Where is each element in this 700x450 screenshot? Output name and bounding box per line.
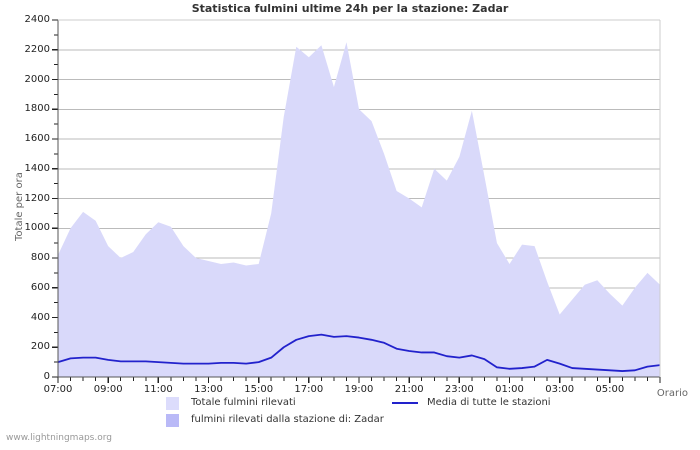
series-line-media-stazioni bbox=[57, 333, 661, 372]
y-tick-label: 1200 bbox=[24, 192, 50, 204]
y-tick-label: 1800 bbox=[24, 103, 50, 115]
y-tick-label: 600 bbox=[30, 281, 50, 293]
x-axis-label: Orario bbox=[656, 388, 688, 399]
series-area-total-fulmini bbox=[58, 42, 660, 378]
legend-label-station: fulmini rilevati dalla stazione di: Zada… bbox=[191, 414, 384, 425]
legend-line-average bbox=[392, 402, 418, 404]
chart-title: Statistica fulmini ultime 24h per la sta… bbox=[191, 2, 509, 15]
y-tick-label: 2400 bbox=[24, 14, 50, 25]
axis-frame bbox=[57, 19, 661, 378]
legend-label-average: Media di tutte le stazioni bbox=[427, 397, 551, 408]
legend-label-total: Totale fulmini rilevati bbox=[191, 397, 296, 408]
x-tick-label: 19:00 bbox=[344, 384, 374, 395]
y-tick-label: 400 bbox=[30, 311, 50, 323]
x-tick-label: 13:00 bbox=[194, 384, 223, 395]
x-tick-label: 09:00 bbox=[93, 384, 123, 395]
x-tick-label: 03:00 bbox=[545, 384, 575, 395]
legend-swatch-station bbox=[166, 414, 179, 427]
y-tick-label: 1000 bbox=[24, 222, 50, 234]
watermark-url: www.lightningmaps.org bbox=[6, 433, 112, 443]
x-tick-label: 15:00 bbox=[244, 384, 274, 395]
y-tick-label: 0 bbox=[43, 371, 50, 382]
y-tick-label: 800 bbox=[30, 252, 50, 263]
y-tick-label: 2200 bbox=[24, 43, 50, 55]
y-tick-label: 2000 bbox=[24, 73, 50, 85]
x-tick-label: 07:00 bbox=[43, 384, 73, 395]
y-tick-label: 1600 bbox=[24, 133, 50, 144]
x-tick-label: 17:00 bbox=[294, 384, 324, 395]
chart-legend: Totale fulmini rilevati fulmini rilevati… bbox=[0, 393, 700, 433]
x-tick-label: 21:00 bbox=[394, 384, 424, 395]
x-tick-label: 11:00 bbox=[143, 384, 173, 395]
x-tick-label: 05:00 bbox=[595, 384, 625, 395]
y-tick-label: 1400 bbox=[24, 162, 50, 174]
y-tick-label: 200 bbox=[30, 341, 50, 353]
legend-swatch-total bbox=[166, 397, 179, 410]
axis-ticks bbox=[52, 19, 661, 383]
x-tick-label: 23:00 bbox=[444, 384, 474, 395]
x-tick-label: 01:00 bbox=[495, 384, 524, 395]
